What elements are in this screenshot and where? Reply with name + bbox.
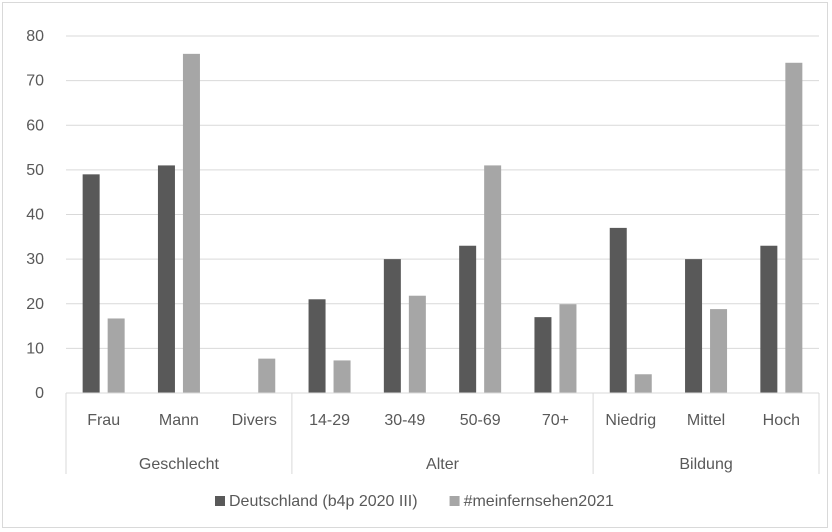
bar <box>760 245 778 393</box>
bar <box>685 259 703 393</box>
y-tick-label: 10 <box>26 340 44 357</box>
bar <box>609 227 627 393</box>
bar <box>182 53 200 393</box>
bar <box>634 374 652 393</box>
x-category-label: Hoch <box>763 412 800 429</box>
y-tick-label: 80 <box>26 28 44 45</box>
legend: Deutschland (b4p 2020 III) #meinfernsehen… <box>215 493 614 510</box>
bar <box>383 259 401 393</box>
x-category-label: Divers <box>232 412 277 429</box>
y-tick-label: 0 <box>35 385 44 402</box>
legend-swatch <box>215 496 225 506</box>
x-group-label: Geschlecht <box>139 456 220 473</box>
x-group-label: Alter <box>426 456 460 473</box>
y-tick-label: 40 <box>26 207 44 224</box>
legend-swatch <box>449 496 460 506</box>
x-category-label: Mittel <box>687 412 725 429</box>
gridlines <box>66 35 819 349</box>
x-category-label: Niedrig <box>605 412 656 429</box>
bar <box>484 165 502 393</box>
bar <box>333 360 351 393</box>
bar <box>308 299 326 393</box>
y-tick-label: 30 <box>26 251 44 268</box>
x-category-label: 70+ <box>542 412 569 429</box>
x-axis: Frau Mann Divers 14-29 30-49 50-69 70+ Niedrig M… <box>65 392 820 474</box>
bar <box>559 304 577 393</box>
bars <box>82 53 803 394</box>
bar-chart: 0 10 20 30 40 50 60 70 80 Frau Mann Divers 14-29 30-… <box>26 28 820 510</box>
bar <box>785 62 803 394</box>
x-category-label: Frau <box>87 412 120 429</box>
legend-label: #meinfernsehen2021 <box>464 493 614 510</box>
x-group-label: Bildung <box>679 456 732 473</box>
bar <box>534 317 552 393</box>
bar <box>408 295 426 393</box>
y-tick-label: 60 <box>26 117 44 134</box>
legend-label: Deutschland (b4p 2020 III) <box>229 493 418 510</box>
bar <box>82 174 100 393</box>
y-tick-label: 50 <box>26 162 44 179</box>
bar <box>107 318 125 393</box>
x-category-label: 14-29 <box>309 412 350 429</box>
x-category-label: 30-49 <box>384 412 425 429</box>
y-axis-ticks: 0 10 20 30 40 50 60 70 80 <box>26 28 44 402</box>
bar <box>710 309 728 393</box>
bar <box>459 245 477 393</box>
y-tick-label: 20 <box>26 296 44 313</box>
x-category-label: Mann <box>159 412 199 429</box>
y-tick-label: 70 <box>26 73 44 90</box>
x-category-label: 50-69 <box>460 412 501 429</box>
bar <box>157 165 175 393</box>
bar <box>258 358 276 393</box>
